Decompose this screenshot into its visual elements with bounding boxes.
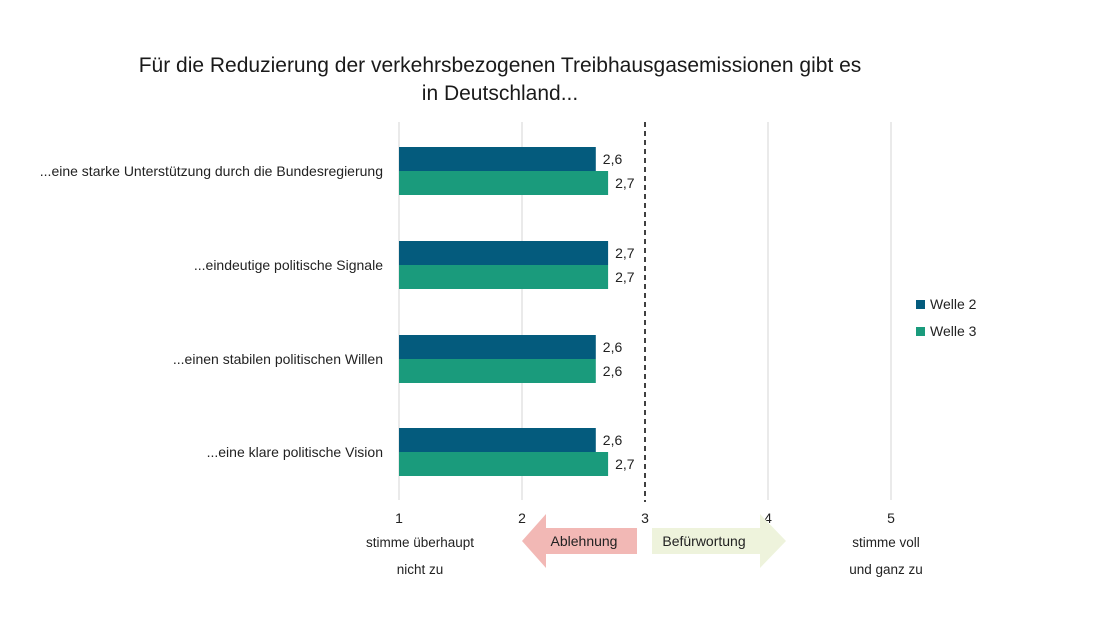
legend-label-1: Welle 2 (930, 296, 977, 312)
category-label: ...eine klare politische Vision (207, 444, 383, 460)
bar-w3-1 (399, 171, 609, 195)
value-label: 2,7 (615, 456, 635, 472)
chart-title: Für die Reduzierung der verkehrsbezogene… (80, 52, 920, 108)
chart-title-line-2: in Deutschland... (421, 82, 579, 105)
bar-w2-2 (399, 241, 609, 265)
ablehnung-label: Ablehnung (551, 533, 618, 549)
tick-label-5: 5 (887, 510, 895, 526)
category-label: ...eindeutige politische Signale (194, 257, 383, 273)
tick-label-2: 2 (518, 510, 526, 526)
chart-title-line-1: Für die Reduzierung der verkehrsbezogene… (138, 54, 862, 77)
ablehnung-arrow (522, 514, 637, 568)
bar-w3-2 (399, 265, 609, 289)
category-label: ...einen stabilen politischen Willen (173, 351, 383, 367)
scale-left-label-line-1: stimme überhaupt (366, 535, 474, 550)
value-label: 2,7 (615, 245, 635, 261)
value-label: 2,6 (603, 432, 623, 448)
scale-right-label-line-2: und ganz zu (849, 562, 923, 577)
legend-swatch-2 (916, 327, 925, 336)
value-label: 2,7 (615, 269, 635, 285)
bar-w3-4 (399, 452, 609, 476)
value-label: 2,6 (603, 363, 623, 379)
bar-w2-1 (399, 147, 596, 171)
bar-w3-3 (399, 359, 596, 383)
value-label: 2,6 (603, 339, 623, 355)
value-label: 2,7 (615, 175, 635, 191)
tick-label-1: 1 (395, 510, 403, 526)
tick-label-3: 3 (641, 510, 649, 526)
bar-w2-3 (399, 335, 596, 359)
bar-w2-4 (399, 428, 596, 452)
category-label: ...eine starke Unterstützung durch die B… (40, 163, 383, 179)
befuerwortung-label: Befürwortung (662, 533, 745, 549)
scale-right-label-line-1: stimme voll (852, 535, 920, 550)
scale-left-label-line-2: nicht zu (397, 562, 444, 577)
tick-label-4: 4 (764, 510, 772, 526)
befuerwortung-arrow (652, 514, 786, 568)
legend-swatch-1 (916, 300, 925, 309)
value-label: 2,6 (603, 151, 623, 167)
legend-label-2: Welle 3 (930, 323, 977, 339)
